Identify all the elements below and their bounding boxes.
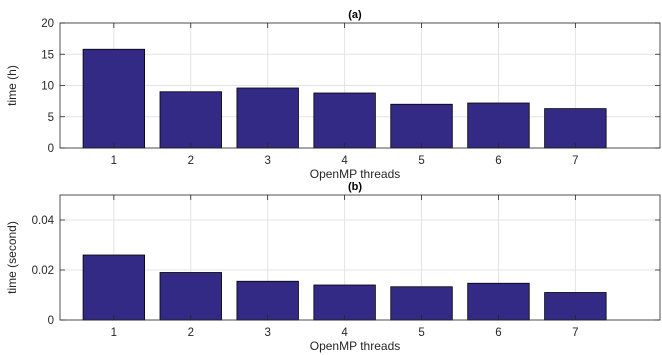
chart-0-x-tick-label: 6 xyxy=(495,155,501,167)
chart-1-y-tick-label: 0.04 xyxy=(32,215,55,227)
chart-0-x-tick-label: 3 xyxy=(264,155,270,167)
chart-0-x-tick-label: 5 xyxy=(418,155,424,167)
chart-0-bar-4 xyxy=(313,92,376,149)
chart-0-title: (a) xyxy=(348,9,362,21)
chart-1-x-tick-label: 2 xyxy=(188,327,194,339)
chart-0-x-tick-label: 7 xyxy=(572,155,578,167)
chart-1-bar-1 xyxy=(82,254,146,321)
chart-0-y-tick-label: 5 xyxy=(48,112,54,124)
chart-panel-b: 1 2 3 4 5 6 7 0 0.02 0.04 OpenMP threads time (seco… xyxy=(5,181,661,353)
chart-1-x-tick-label: 3 xyxy=(264,327,270,339)
chart-1-y-tick-label: 0.02 xyxy=(32,265,54,277)
chart-1-x-tick-label: 6 xyxy=(495,327,501,339)
chart-0-bar-3 xyxy=(236,87,299,149)
chart-1-x-tick-label: 5 xyxy=(418,327,424,339)
chart-panel-a: 1 2 3 4 5 6 7 0 5 10 15 20 OpenMP threads time (h) (a) xyxy=(5,9,661,181)
chart-0-bar-1 xyxy=(82,48,146,149)
chart-0-x-tick-label: 1 xyxy=(111,155,117,167)
chart-0-y-tick-label: 0 xyxy=(48,143,54,155)
chart-0-bar-7 xyxy=(544,108,607,149)
chart-0-axes: 1 2 3 4 5 6 7 0 5 10 15 20 xyxy=(41,18,661,167)
chart-1-title: (b) xyxy=(348,181,362,193)
chart-1-x-axis-label: OpenMP threads xyxy=(310,339,401,353)
chart-0-x-axis-label: OpenMP threads xyxy=(310,167,401,181)
chart-1-bar-4 xyxy=(313,284,376,321)
chart-0-bar-5 xyxy=(390,103,453,149)
chart-0-bar-6 xyxy=(467,102,530,149)
chart-1-bar-6 xyxy=(467,282,530,321)
chart-1-axes: 1 2 3 4 5 6 7 0 0.02 0.04 xyxy=(32,194,661,339)
chart-1-y-axis-label: time (second) xyxy=(5,221,19,294)
chart-1-bar-2 xyxy=(159,272,222,321)
chart-1-x-tick-label: 4 xyxy=(341,327,348,339)
chart-1-y-tick-label: 0 xyxy=(48,315,54,327)
chart-1-axes-box xyxy=(59,194,661,321)
chart-1-x-tick-label: 7 xyxy=(572,327,578,339)
chart-0-y-tick-label: 15 xyxy=(41,49,54,61)
chart-0-x-tick-label: 4 xyxy=(341,155,348,167)
chart-0-bars xyxy=(82,48,607,149)
chart-1-bar-5 xyxy=(390,286,453,321)
chart-1-bar-3 xyxy=(236,280,299,321)
chart-0-y-tick-label: 10 xyxy=(41,81,54,93)
chart-1-x-tick-label: 1 xyxy=(111,327,117,339)
chart-0-x-tick-label: 2 xyxy=(188,155,194,167)
chart-0-y-axis-label: time (h) xyxy=(5,65,19,106)
chart-0-y-tick-label: 20 xyxy=(41,18,54,30)
chart-0-bar-2 xyxy=(159,91,222,149)
